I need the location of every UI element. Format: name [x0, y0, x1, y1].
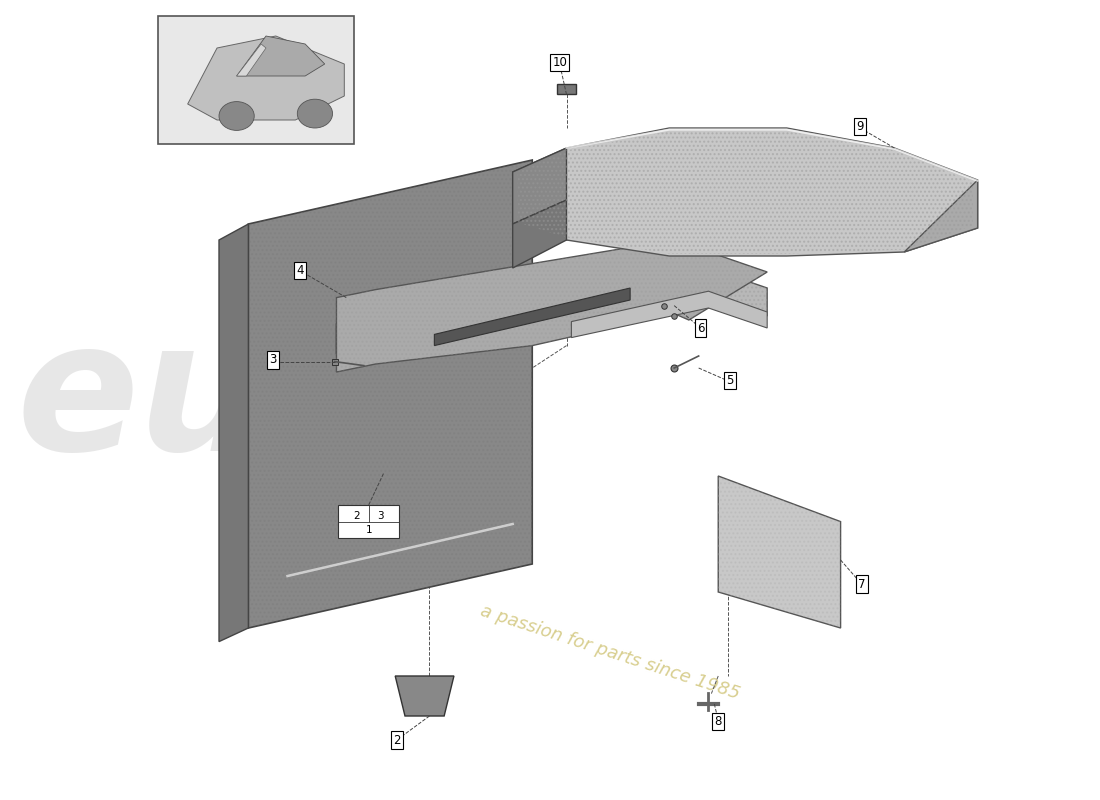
Text: 3: 3	[270, 354, 276, 366]
Text: a passion for parts since 1985: a passion for parts since 1985	[478, 602, 742, 702]
Circle shape	[219, 102, 254, 130]
Text: 2: 2	[354, 511, 361, 521]
Polygon shape	[513, 128, 978, 256]
Polygon shape	[904, 180, 978, 252]
Text: 7: 7	[858, 578, 866, 590]
Polygon shape	[219, 224, 249, 642]
Polygon shape	[434, 288, 630, 346]
Polygon shape	[513, 200, 566, 268]
Polygon shape	[236, 44, 266, 76]
Text: euro: euro	[16, 312, 481, 488]
Text: 10: 10	[552, 56, 568, 69]
Polygon shape	[513, 148, 566, 224]
Polygon shape	[337, 240, 767, 372]
Text: 2: 2	[394, 734, 400, 746]
Text: 6: 6	[697, 322, 704, 334]
Polygon shape	[337, 256, 767, 354]
FancyBboxPatch shape	[158, 16, 354, 144]
Text: 3: 3	[377, 511, 384, 521]
Text: 8: 8	[715, 715, 722, 728]
Circle shape	[297, 99, 332, 128]
Polygon shape	[236, 36, 324, 76]
Polygon shape	[188, 36, 344, 120]
Polygon shape	[337, 312, 395, 354]
Text: 4: 4	[297, 264, 304, 277]
Text: 5: 5	[726, 374, 734, 387]
Polygon shape	[718, 476, 840, 628]
Polygon shape	[571, 291, 767, 338]
Text: 9: 9	[857, 120, 864, 133]
FancyBboxPatch shape	[339, 505, 399, 538]
Polygon shape	[557, 84, 576, 94]
Polygon shape	[249, 160, 532, 628]
Polygon shape	[395, 676, 454, 716]
Text: 1: 1	[365, 525, 372, 534]
